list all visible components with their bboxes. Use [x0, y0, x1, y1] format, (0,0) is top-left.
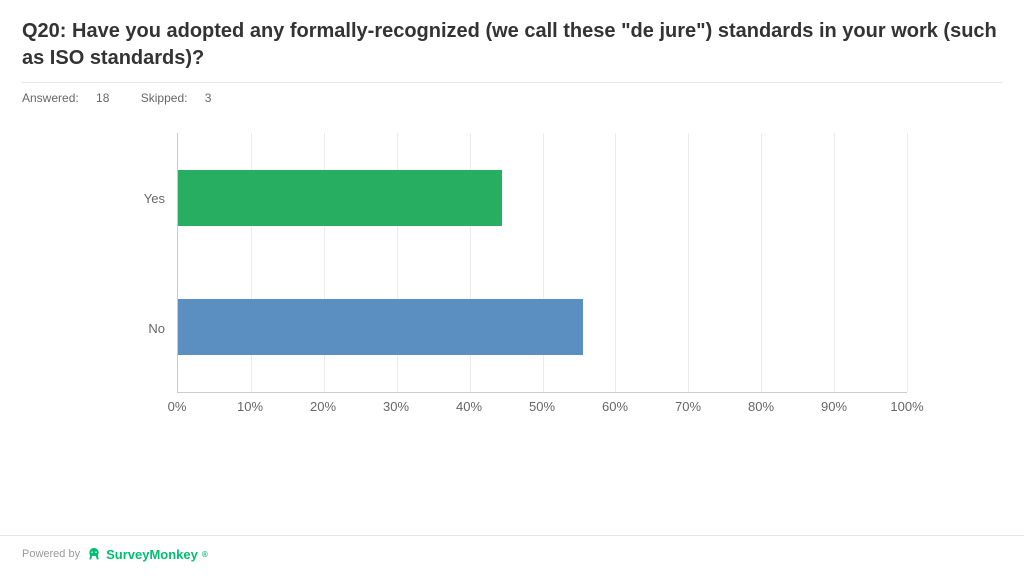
powered-by-label: Powered by [22, 548, 80, 560]
x-axis: 0%10%20%30%40%50%60%70%80%90%100% [177, 393, 907, 423]
bar [178, 170, 502, 226]
trademark-icon: ® [202, 550, 208, 559]
bar-row [178, 170, 907, 226]
footer: Powered by SurveyMonkey ® [0, 535, 1024, 576]
x-tick-label: 50% [529, 399, 555, 414]
y-tick-label: No [148, 300, 165, 356]
answered-count: 18 [96, 91, 109, 105]
x-tick-label: 20% [310, 399, 336, 414]
bar [178, 299, 583, 355]
x-tick-label: 70% [675, 399, 701, 414]
response-meta: Answered: 18 Skipped: 3 [22, 91, 1002, 105]
x-tick-label: 0% [168, 399, 187, 414]
chart-plot-area [177, 133, 907, 393]
x-tick-label: 90% [821, 399, 847, 414]
bar-row [178, 299, 907, 355]
monkey-icon [86, 546, 102, 562]
x-tick-label: 40% [456, 399, 482, 414]
x-tick-label: 60% [602, 399, 628, 414]
brand-name: SurveyMonkey [106, 547, 198, 562]
surveymonkey-logo: SurveyMonkey ® [86, 546, 208, 562]
chart-container: YesNo 0%10%20%30%40%50%60%70%80%90%100% [117, 133, 907, 423]
question-title: Q20: Have you adopted any formally-recog… [22, 18, 1002, 72]
answered-label: Answered: [22, 91, 79, 105]
x-tick-label: 80% [748, 399, 774, 414]
x-tick-label: 10% [237, 399, 263, 414]
gridline [907, 133, 908, 392]
x-tick-label: 100% [890, 399, 923, 414]
skipped-label: Skipped: [141, 91, 188, 105]
x-tick-label: 30% [383, 399, 409, 414]
y-tick-label: Yes [144, 170, 165, 226]
title-divider [22, 82, 1002, 83]
skipped-count: 3 [205, 91, 212, 105]
y-axis-labels: Yes No [117, 133, 177, 393]
